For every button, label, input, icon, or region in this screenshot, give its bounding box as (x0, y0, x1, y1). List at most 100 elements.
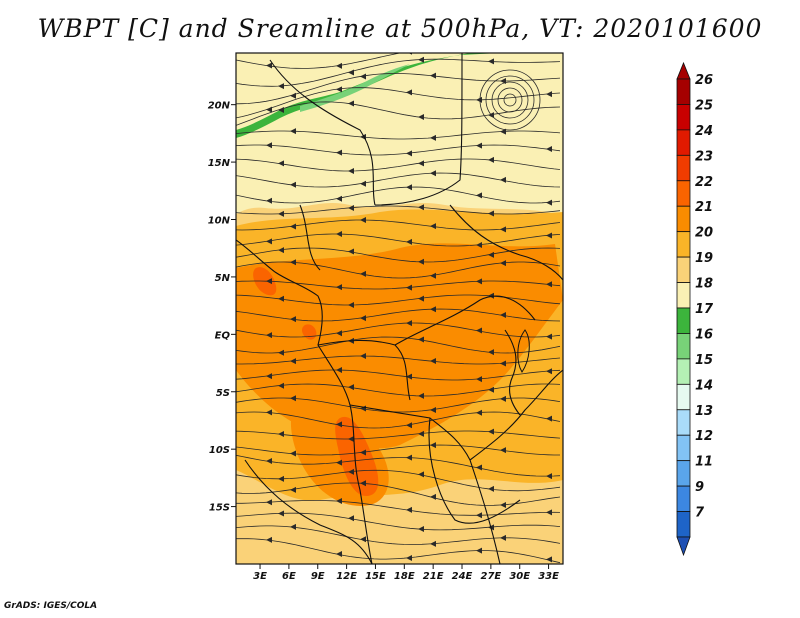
streamline (236, 101, 561, 126)
streamline-arrow (406, 238, 412, 245)
streamline-arrow (348, 205, 354, 212)
colorbar-label: 26 (695, 73, 713, 88)
streamline-arrow (336, 62, 342, 69)
streamline-arrow (266, 238, 272, 245)
streamline-arrow (406, 150, 412, 157)
streamline-arrow (266, 278, 272, 285)
streamline-arrow (488, 485, 494, 492)
colorbar-swatch (676, 154, 691, 182)
colorbar-swatch (676, 307, 691, 334)
streamline-arrow (500, 395, 506, 402)
streamline-arrow (336, 149, 342, 156)
boundary-line (299, 204, 321, 271)
streamline-arrow (278, 210, 284, 217)
streamline-arrow (500, 226, 506, 233)
streamline-arrow (406, 454, 412, 461)
streamline (236, 158, 561, 172)
streamline-arrow (278, 431, 284, 438)
lon-tick-label: 18E (394, 571, 415, 582)
lon-tick-label: 15E (365, 571, 386, 582)
streamline-arrow (546, 509, 552, 516)
streamline (236, 512, 561, 531)
streamline (236, 469, 561, 492)
streamline-arrow (500, 534, 506, 541)
streamline-arrow (406, 506, 412, 513)
streamline-arrow (360, 480, 366, 487)
lake-outline (517, 329, 530, 373)
streamline-arrow (418, 295, 424, 302)
streamline-arrow (476, 464, 482, 471)
streamline-arrow (500, 360, 506, 367)
streamline-arrow (430, 223, 436, 230)
wbpt-fill-22-23-a (335, 416, 379, 496)
streamline (236, 383, 561, 397)
streamline-arrow (278, 510, 284, 517)
streamline-arrow (266, 142, 272, 149)
streamline-arrow (266, 536, 272, 543)
country-boundaries (236, 53, 563, 564)
streamline-arrow (348, 435, 354, 442)
streamline-arrow (278, 475, 284, 482)
streamline-arrow (406, 284, 412, 291)
streamline-arrow (430, 134, 436, 141)
streamline-arrow (406, 184, 412, 191)
streamline-arrow (336, 459, 342, 466)
streamline-arrow (418, 336, 424, 343)
streamline-arrow (290, 486, 296, 493)
streamline-arrow (360, 449, 366, 456)
colorbar-swatch (676, 205, 691, 233)
streamline-arrow (348, 167, 354, 174)
colorbar-swatch (676, 256, 691, 283)
streamline-arrow (546, 368, 552, 375)
colorbar-swatch (676, 129, 691, 156)
streamline (236, 369, 561, 381)
streamline-arrow (430, 406, 436, 413)
streamline-arrow (488, 156, 494, 163)
streamline-arrow (266, 106, 272, 113)
streamline-arrow (266, 409, 272, 416)
streamline-arrow (500, 176, 506, 183)
streamline-arrow (430, 358, 436, 365)
streamline-arrow (336, 195, 342, 202)
wbpt-fill-21-22 (236, 243, 563, 449)
streamline-arrow (406, 555, 412, 562)
streamline-arrow (336, 421, 342, 428)
lon-tick-label: 27E (480, 571, 501, 582)
streamline-gyre (503, 93, 517, 107)
streamline-arrow (476, 41, 482, 47)
streamline (236, 322, 561, 338)
streamline-arrow (336, 284, 342, 291)
lat-tick-label: 10N (208, 216, 231, 227)
streamline (236, 500, 561, 516)
streamline (236, 280, 561, 290)
colorbar-swatch (676, 511, 691, 538)
streamline-arrow (348, 384, 354, 391)
streamline-arrow (418, 56, 424, 63)
streamline (236, 454, 561, 477)
streamline-arrow (348, 248, 354, 255)
streamline (236, 430, 561, 440)
colorbar-label: 18 (695, 277, 713, 292)
streamline (236, 336, 561, 354)
latitude-axis: 20N 15N 10N 5N EQ 5S 10S 15S (208, 101, 236, 514)
streamline (236, 411, 561, 429)
boundary-line (504, 329, 521, 416)
boundary-line (374, 53, 463, 206)
streamline-arrow (266, 457, 272, 464)
streamline-arrow (278, 160, 284, 167)
streamline-arrow (546, 232, 552, 239)
streamline-arrow (488, 349, 494, 356)
lon-tick-label: 24E (452, 571, 473, 582)
lon-tick-label: 21E (423, 571, 444, 582)
streamline-arrow (500, 260, 506, 267)
streamline-arrow (336, 86, 342, 93)
streamline-arrow (430, 72, 436, 79)
lat-tick-label: 20N (208, 101, 231, 112)
streamline-arrow (406, 373, 412, 380)
lat-tick-label: 5S (216, 388, 230, 399)
streamline-arrow (488, 292, 494, 299)
boundary-line (469, 369, 563, 461)
boundary-line (317, 339, 411, 401)
streamline-gyre (485, 75, 535, 125)
